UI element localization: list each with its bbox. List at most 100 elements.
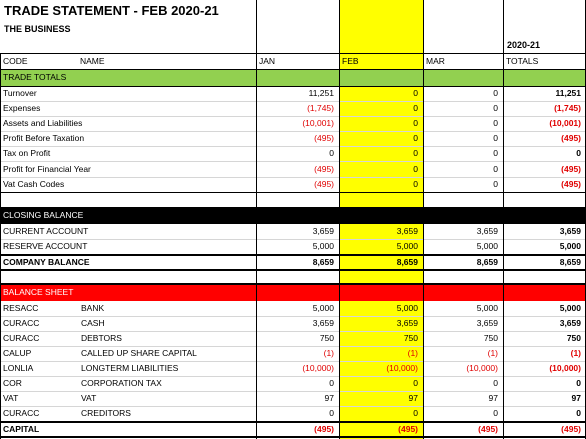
total-value[interactable]: 0 xyxy=(576,408,581,418)
total-value[interactable]: 5,000 xyxy=(559,303,581,313)
mar-value[interactable]: 0 xyxy=(493,118,498,129)
mar-value[interactable]: 3,659 xyxy=(476,226,498,236)
code-header[interactable]: CODE xyxy=(3,56,28,66)
jan-value[interactable]: (10,001) xyxy=(302,118,334,129)
jan-value[interactable]: 97 xyxy=(324,393,334,403)
jan-value[interactable]: 0 xyxy=(329,378,334,388)
code-cell[interactable]: LONLIA xyxy=(3,363,34,373)
jan-value[interactable]: (495) xyxy=(314,178,334,189)
name-cell[interactable]: BANK xyxy=(81,303,105,313)
jan-value[interactable]: (1,745) xyxy=(307,103,334,114)
total-value[interactable]: (495) xyxy=(561,133,581,144)
label-cell[interactable]: CURRENT ACCOUNT xyxy=(3,226,89,236)
total-value[interactable]: 0 xyxy=(576,148,581,159)
feb-value[interactable]: 3,659 xyxy=(396,226,418,236)
totals-header[interactable]: TOTALS xyxy=(506,56,539,66)
code-cell[interactable]: CALUP xyxy=(3,348,32,358)
jan-value[interactable]: (495) xyxy=(314,424,334,434)
mar-value[interactable]: 0 xyxy=(493,163,498,174)
total-value[interactable]: (10,000) xyxy=(549,363,581,373)
label-cell[interactable]: Expenses xyxy=(3,103,41,114)
total-value[interactable]: (495) xyxy=(561,178,581,189)
mar-value[interactable]: 5,000 xyxy=(476,241,498,251)
code-cell[interactable]: VAT xyxy=(3,393,19,403)
mar-header[interactable]: MAR xyxy=(426,56,445,66)
feb-value[interactable]: (495) xyxy=(398,424,418,434)
feb-value[interactable]: 8,659 xyxy=(396,257,418,267)
code-cell[interactable]: CURACC xyxy=(3,408,40,418)
feb-value[interactable]: (1) xyxy=(407,348,418,358)
mar-value[interactable]: 0 xyxy=(493,408,498,418)
mar-value[interactable]: 0 xyxy=(493,133,498,144)
feb-value[interactable]: 97 xyxy=(408,393,418,403)
jan-value[interactable]: 0 xyxy=(329,148,334,159)
total-value[interactable]: 11,251 xyxy=(555,88,581,98)
mar-value[interactable]: (10,000) xyxy=(466,363,498,373)
mar-value[interactable]: 0 xyxy=(493,148,498,159)
total-value[interactable]: (495) xyxy=(561,424,581,434)
name-cell[interactable]: VAT xyxy=(81,393,97,403)
jan-value[interactable]: 750 xyxy=(319,333,334,343)
mar-value[interactable]: 3,659 xyxy=(476,318,498,328)
total-value[interactable]: 0 xyxy=(576,378,581,388)
jan-value[interactable]: (495) xyxy=(314,163,334,174)
feb-value[interactable]: 750 xyxy=(403,333,418,343)
mar-value[interactable]: 750 xyxy=(483,333,498,343)
jan-value[interactable]: 5,000 xyxy=(312,241,334,251)
mar-value[interactable]: 8,659 xyxy=(476,257,498,267)
total-value[interactable]: 97 xyxy=(571,393,581,403)
total-value[interactable]: (10,001) xyxy=(549,118,581,129)
name-cell[interactable]: LONGTERM LIABILITIES xyxy=(81,363,179,373)
name-header[interactable]: NAME xyxy=(80,56,105,66)
label-cell[interactable]: RESERVE ACCOUNT xyxy=(3,241,88,251)
label-cell[interactable]: CAPITAL xyxy=(3,424,40,434)
jan-header[interactable]: JAN xyxy=(259,56,276,66)
jan-value[interactable]: (1) xyxy=(323,348,334,358)
name-cell[interactable]: CREDITORS xyxy=(81,408,131,418)
name-cell[interactable]: DEBTORS xyxy=(81,333,122,343)
mar-value[interactable]: 0 xyxy=(493,178,498,189)
mar-value[interactable]: 0 xyxy=(493,103,498,114)
name-cell[interactable]: CASH xyxy=(81,318,105,328)
jan-value[interactable]: 3,659 xyxy=(312,318,334,328)
total-value[interactable]: (1) xyxy=(570,348,581,358)
jan-value[interactable]: 3,659 xyxy=(312,226,334,236)
code-cell[interactable]: CURACC xyxy=(3,333,40,343)
mar-value[interactable]: 0 xyxy=(493,378,498,388)
code-cell[interactable]: COR xyxy=(3,378,22,388)
total-value[interactable]: 5,000 xyxy=(559,241,581,251)
mar-value[interactable]: 0 xyxy=(493,88,498,98)
name-cell[interactable]: CORPORATION TAX xyxy=(81,378,162,388)
total-value[interactable]: 3,659 xyxy=(559,318,581,328)
feb-value[interactable]: 0 xyxy=(413,178,418,189)
label-cell[interactable]: Turnover xyxy=(3,88,37,98)
jan-value[interactable]: (495) xyxy=(314,133,334,144)
feb-value[interactable]: 0 xyxy=(413,163,418,174)
label-cell[interactable]: Vat Cash Codes xyxy=(3,178,65,189)
jan-value[interactable]: 0 xyxy=(329,408,334,418)
jan-value[interactable]: 8,659 xyxy=(312,257,334,267)
jan-value[interactable]: 5,000 xyxy=(312,303,334,313)
label-cell[interactable]: Assets and Liabilities xyxy=(3,118,83,129)
feb-value[interactable]: 0 xyxy=(413,88,418,98)
label-cell[interactable]: Tax on Profit xyxy=(3,148,51,159)
label-cell[interactable]: COMPANY BALANCE xyxy=(3,257,90,267)
mar-value[interactable]: (495) xyxy=(478,424,498,434)
feb-value[interactable]: 3,659 xyxy=(396,318,418,328)
feb-value[interactable]: 5,000 xyxy=(396,303,418,313)
feb-value[interactable]: 0 xyxy=(413,148,418,159)
mar-value[interactable]: 5,000 xyxy=(476,303,498,313)
feb-value[interactable]: 0 xyxy=(413,133,418,144)
total-value[interactable]: 750 xyxy=(566,333,581,343)
label-cell[interactable]: Profit for Financial Year xyxy=(3,163,91,174)
label-cell[interactable]: Profit Before Taxation xyxy=(3,133,85,144)
code-cell[interactable]: RESACC xyxy=(3,303,39,313)
jan-value[interactable]: 11,251 xyxy=(308,88,334,98)
feb-value[interactable]: 5,000 xyxy=(396,241,418,251)
feb-value[interactable]: 0 xyxy=(413,103,418,114)
total-value[interactable]: (495) xyxy=(561,163,581,174)
mar-value[interactable]: (1) xyxy=(487,348,498,358)
total-value[interactable]: 8,659 xyxy=(559,257,581,267)
feb-value[interactable]: 0 xyxy=(413,408,418,418)
total-value[interactable]: (1,745) xyxy=(554,103,581,114)
